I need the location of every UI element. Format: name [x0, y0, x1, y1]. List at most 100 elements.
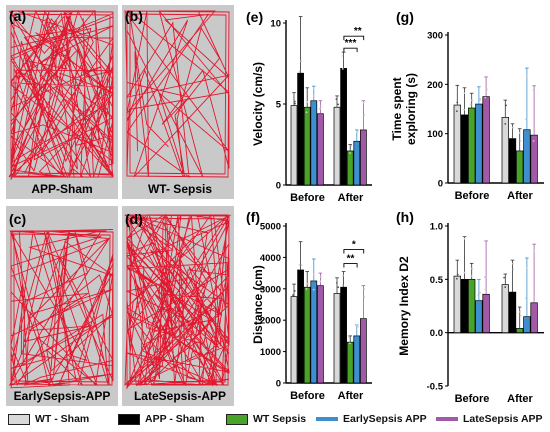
bar — [460, 278, 469, 334]
y-tick-label: 100 — [427, 129, 443, 140]
bar — [290, 296, 298, 384]
bar — [303, 286, 311, 384]
bar — [346, 150, 354, 186]
data-point — [463, 92, 466, 95]
bar — [360, 318, 367, 384]
y-tick-label: 1.0 — [430, 222, 443, 233]
bar — [290, 105, 298, 186]
track-path-c — [8, 229, 114, 389]
data-point — [363, 296, 366, 298]
y-tick-label: 5 — [276, 100, 282, 111]
bar — [468, 107, 476, 184]
panel-letter: (g) — [396, 9, 414, 25]
legend-label: APP - Sham — [145, 413, 205, 425]
bar — [501, 117, 509, 184]
bar — [482, 96, 490, 184]
significance-bracket — [343, 35, 365, 41]
bar — [310, 100, 318, 186]
chart-memory-index: (h) Memory Index D2 -0.5 0.0 0.5 1.0 Before Aft… — [396, 209, 544, 405]
data-point — [305, 111, 308, 114]
legend-item-app-sham: APP - Sham — [118, 413, 204, 425]
legend-label: WT - Sham — [35, 413, 90, 425]
data-point — [349, 152, 351, 154]
data-point — [512, 126, 514, 129]
data-point — [479, 291, 481, 294]
data-point — [300, 60, 303, 63]
data-point — [349, 342, 351, 345]
y-tick-label: 0.5 — [430, 275, 444, 286]
data-point — [342, 274, 344, 277]
data-point — [298, 70, 301, 73]
data-point — [479, 97, 482, 100]
data-point — [363, 288, 365, 290]
data-point — [319, 275, 322, 278]
bar — [340, 286, 347, 384]
chart-distance: (f) Distance (cm) 0 1000 2000 3000 4000 5000 Bef… — [246, 209, 372, 402]
data-point — [293, 289, 296, 292]
legend-item-wt-sham: WT - Sham — [8, 413, 89, 425]
significance-label: *** — [345, 38, 357, 49]
data-point — [504, 286, 507, 288]
bar — [482, 293, 490, 334]
bar — [317, 285, 324, 384]
x-tick-label: After — [507, 190, 533, 202]
bar — [333, 293, 341, 384]
data-point — [532, 250, 535, 252]
track-letter-b: (b) — [125, 8, 143, 24]
track-path-b — [124, 9, 231, 178]
legend-item-wt-sepsis: WT Sepsis — [226, 413, 306, 425]
data-point — [298, 264, 301, 266]
bar — [508, 291, 517, 334]
data-point — [356, 131, 358, 134]
x-tick-label: After — [338, 192, 364, 204]
bar — [353, 140, 361, 186]
y-tick-label: 4000 — [260, 253, 281, 264]
chart-time-exploring: (g) Time spentexploring (s) 0 100 200 300 Befo… — [390, 9, 544, 202]
legend-label: WT Sepsis — [253, 413, 307, 425]
bar — [360, 129, 367, 186]
data-point — [335, 281, 338, 284]
data-point — [337, 286, 340, 289]
data-point — [512, 268, 515, 271]
x-tick-label: Before — [455, 393, 490, 405]
data-point — [532, 140, 535, 142]
legend-label: EarlySepsis APP — [343, 413, 427, 425]
data-point — [463, 108, 465, 111]
data-point — [306, 101, 309, 103]
data-point — [532, 88, 535, 91]
significance-label: ** — [347, 254, 355, 265]
bar — [346, 341, 354, 384]
data-point — [519, 314, 522, 317]
y-tick-label: 5000 — [260, 222, 281, 233]
y-tick-label: -0.5 — [427, 382, 444, 393]
data-point — [484, 288, 487, 291]
y-tick-label: 2000 — [260, 316, 281, 327]
bar — [333, 106, 341, 186]
bar — [468, 278, 476, 334]
bar — [317, 113, 324, 186]
x-tick-label: Before — [290, 192, 325, 204]
y-tick-label: 300 — [427, 31, 443, 42]
data-point — [486, 88, 488, 91]
y-tick-label: 3000 — [260, 284, 281, 295]
chart-velocity: (e) Velocity (cm/s) 0 5 10 Before After ***** — [246, 9, 372, 204]
data-point — [503, 276, 506, 279]
bar — [353, 335, 361, 384]
data-point — [456, 101, 459, 104]
data-point — [319, 280, 322, 283]
bar — [297, 269, 304, 384]
data-point — [312, 95, 315, 97]
track-panel-b: (b) WT- Sepsis — [122, 5, 234, 199]
bar — [453, 104, 461, 184]
data-point — [484, 96, 487, 99]
data-point — [525, 75, 528, 78]
y-tick-label: 10 — [270, 19, 281, 30]
data-point — [525, 118, 527, 121]
data-point — [313, 273, 315, 276]
data-point — [335, 98, 338, 101]
bar — [523, 129, 531, 184]
bar — [475, 103, 483, 184]
bar — [516, 328, 524, 334]
significance-bracket — [343, 249, 365, 254]
data-point — [518, 132, 521, 134]
